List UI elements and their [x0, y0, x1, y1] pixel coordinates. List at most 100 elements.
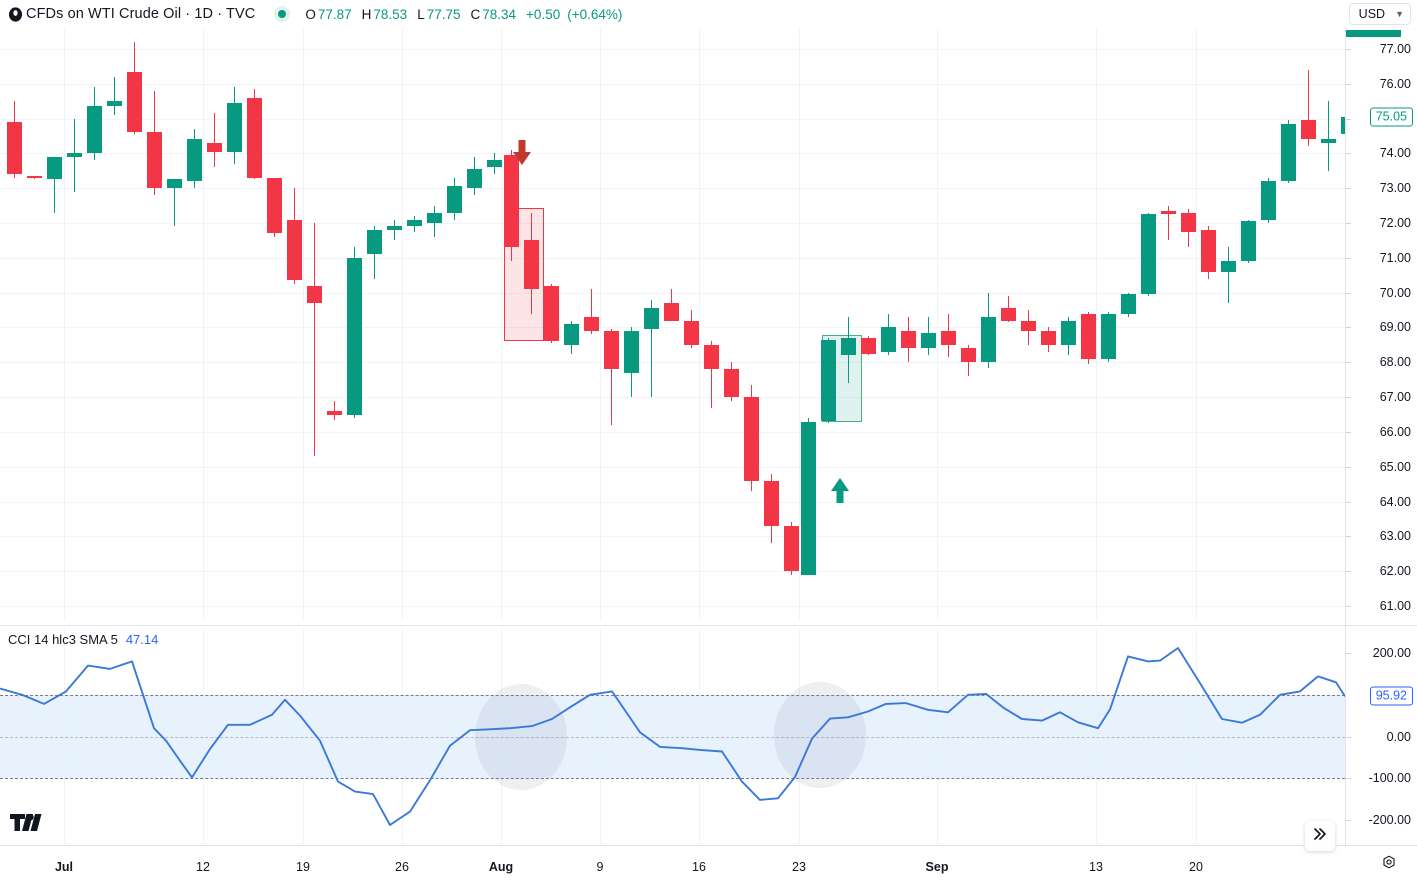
candle-body[interactable] [47, 156, 62, 180]
candle-body[interactable] [7, 122, 22, 175]
candle-body[interactable] [981, 317, 996, 363]
price-gridline [0, 327, 1345, 329]
candle-body[interactable] [487, 160, 502, 168]
candle-body[interactable] [367, 229, 382, 255]
candle-body[interactable] [1101, 313, 1116, 359]
candle-body[interactable] [27, 176, 42, 178]
candle-body[interactable] [1201, 229, 1216, 272]
candle-body[interactable] [1181, 212, 1196, 232]
cci-level-line-0 [0, 736, 1345, 738]
candle-body[interactable] [584, 317, 599, 331]
candle-body[interactable] [1261, 181, 1276, 220]
candle-body[interactable] [67, 153, 82, 157]
candle-body[interactable] [624, 330, 639, 373]
chart-settings-button[interactable] [1379, 855, 1399, 875]
time-gridline [303, 28, 304, 620]
candle-body[interactable] [247, 97, 262, 178]
candle-body[interactable] [307, 285, 322, 304]
currency-selector[interactable]: USD ▼ [1348, 3, 1411, 25]
candle-body[interactable] [167, 179, 182, 189]
candle-body[interactable] [1121, 294, 1136, 314]
candle-body[interactable] [504, 155, 519, 248]
candle-body[interactable] [1161, 210, 1176, 215]
candle-body[interactable] [447, 186, 462, 213]
bullish-cross-circle[interactable] [774, 682, 866, 788]
price-gridline [0, 362, 1345, 364]
candle-body[interactable] [1141, 214, 1156, 295]
ohlc-legend: O 77.87 H 78.53 L 77.75 C 78.34 +0.50 (+0.64… [305, 7, 624, 22]
candle-body[interactable] [664, 303, 679, 321]
candle-body[interactable] [87, 106, 102, 154]
cci-legend[interactable]: CCI 14 hlc3 SMA 5 47.14 [8, 632, 158, 647]
candle-body[interactable] [744, 397, 759, 481]
candle-body[interactable] [327, 411, 342, 415]
candle-body[interactable] [644, 308, 659, 330]
candle-body[interactable] [1221, 261, 1236, 272]
candle-body[interactable] [544, 285, 559, 342]
candle-body[interactable] [1281, 123, 1296, 182]
candle-body[interactable] [227, 102, 242, 152]
sell-signal-arrow[interactable] [512, 140, 532, 166]
candle-body[interactable] [427, 212, 442, 223]
candle-body[interactable] [861, 337, 876, 354]
current-price-badge[interactable]: 75.05 [1369, 107, 1413, 127]
candle-body[interactable] [407, 219, 422, 227]
cci-axis[interactable]: 200.00 0.00 -100.00 -200.00 95.92 [1345, 628, 1417, 845]
candle-body[interactable] [127, 71, 142, 133]
candle-body[interactable] [801, 421, 816, 575]
candle-wick [1327, 101, 1330, 171]
cci-current-value-badge[interactable]: 95.92 [1369, 686, 1413, 706]
time-axis[interactable]: Jul 12 19 26 Aug 9 16 23 Sep 13 20 [0, 845, 1417, 881]
candle-body[interactable] [107, 101, 122, 107]
candle-body[interactable] [1241, 221, 1256, 262]
price-tick-label: 74.00 [1379, 146, 1411, 161]
candle-body[interactable] [467, 169, 482, 189]
time-gridline [937, 28, 938, 620]
tradingview-logo-icon[interactable] [10, 812, 44, 836]
candle-body[interactable] [1061, 320, 1076, 345]
cci-indicator-pane[interactable] [0, 628, 1345, 845]
price-tick-label: 69.00 [1379, 320, 1411, 335]
candle-body[interactable] [267, 177, 282, 234]
candle-body[interactable] [604, 330, 619, 370]
candle-body[interactable] [724, 369, 739, 398]
candle-body[interactable] [1321, 139, 1336, 143]
price-axis[interactable]: 77.0076.0075.0074.0073.0072.0071.0070.00… [1345, 28, 1417, 620]
price-tick-mark [1345, 223, 1351, 224]
buy-signal-arrow[interactable] [830, 478, 850, 504]
candle-body[interactable] [1341, 116, 1345, 135]
candle-wick [1307, 69, 1310, 147]
candle-body[interactable] [347, 257, 362, 415]
cci-tick-mark [1345, 819, 1351, 821]
candle-body[interactable] [1041, 330, 1056, 345]
candle-body[interactable] [684, 320, 699, 345]
candle-body[interactable] [784, 525, 799, 572]
symbol-title[interactable]: CFDs on WTI Crude Oil · 1D · TVC [26, 6, 256, 22]
candle-body[interactable] [921, 332, 936, 349]
candle-body[interactable] [881, 327, 896, 352]
candle-body[interactable] [1001, 308, 1016, 321]
candle-body[interactable] [287, 219, 302, 281]
candle-body[interactable] [1301, 120, 1316, 140]
price-tick-mark [1345, 327, 1351, 329]
candle-body[interactable] [841, 337, 856, 356]
candle-body[interactable] [1081, 313, 1096, 359]
candle-body[interactable] [187, 139, 202, 182]
bearish-cross-circle[interactable] [475, 684, 567, 790]
candle-body[interactable] [387, 226, 402, 230]
candle-body[interactable] [941, 330, 956, 345]
candle-body[interactable] [764, 480, 779, 526]
scroll-to-realtime-button[interactable] [1305, 821, 1335, 851]
candle-body[interactable] [207, 142, 222, 152]
candle-body[interactable] [821, 339, 836, 422]
candle-body[interactable] [961, 348, 976, 363]
price-gridline [0, 501, 1345, 503]
price-tick-mark [1345, 188, 1351, 190]
candle-body[interactable] [564, 324, 579, 345]
candle-body[interactable] [1021, 320, 1036, 331]
candle-body[interactable] [901, 330, 916, 349]
candle-body[interactable] [147, 132, 162, 189]
price-chart-pane[interactable] [0, 28, 1345, 620]
candle-body[interactable] [524, 240, 539, 290]
candle-body[interactable] [704, 344, 719, 370]
